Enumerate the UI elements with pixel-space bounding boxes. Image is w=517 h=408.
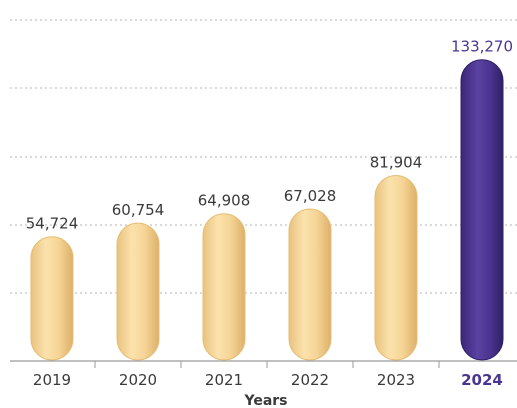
bar: [202, 213, 246, 361]
bar-value-label: 60,754: [112, 201, 165, 219]
bars: [30, 59, 504, 361]
x-tick-label: 2020: [119, 371, 157, 389]
gridlines: [10, 19, 517, 294]
x-tick-label: 2022: [291, 371, 329, 389]
bar: [116, 222, 160, 361]
bar-value-label: 133,270: [451, 38, 513, 56]
x-axis-ticks: 2019 2020 2021 2022 2023 2024: [33, 361, 503, 389]
bar: [288, 208, 332, 361]
x-tick-label: 2019: [33, 371, 71, 389]
bar-value-label: 54,724: [26, 215, 79, 233]
x-tick-label: 2024: [461, 371, 503, 389]
bar-value-label: 81,904: [370, 153, 423, 171]
bar: [30, 236, 74, 361]
value-labels: 54,724 60,754 64,908 67,028 81,904 133,270: [26, 38, 513, 233]
bar-highlighted: [460, 59, 504, 361]
bar-value-label: 64,908: [198, 192, 251, 210]
bar-value-label: 67,028: [284, 187, 337, 205]
bar: [374, 174, 418, 361]
x-tick-label: 2023: [377, 371, 415, 389]
x-tick-label: 2021: [205, 371, 243, 389]
x-axis-title: Years: [243, 393, 287, 408]
